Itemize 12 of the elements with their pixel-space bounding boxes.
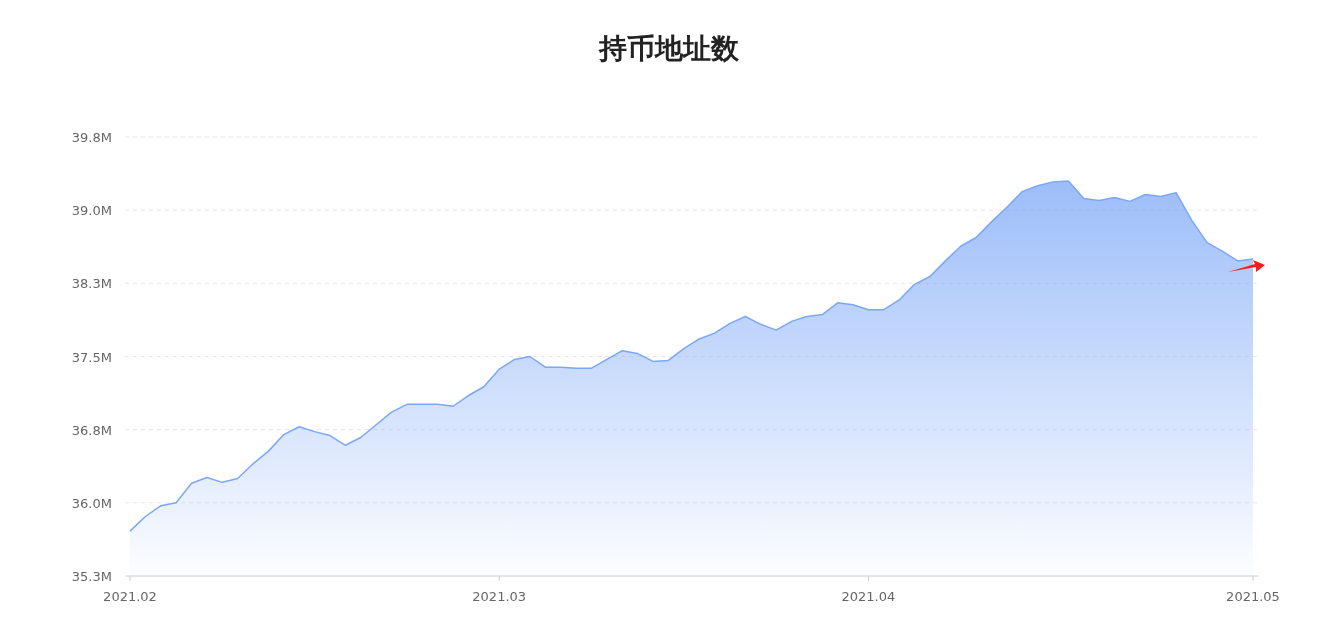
y-tick-label: 36.8M [71,422,112,438]
x-tick-label: 2021.05 [1226,589,1280,604]
y-tick-label: 35.3M [71,569,112,584]
chart-title: 持币地址数 [597,32,740,65]
y-tick-label: 39.8M [71,130,112,145]
y-tick-label: 37.5M [71,349,112,365]
x-tick-label: 2021.04 [841,589,896,604]
y-tick-label: 39.0M [71,203,112,219]
x-tick-label: 2021.03 [472,589,527,604]
y-tick-label: 36.0M [71,495,112,511]
y-tick-label: 38.3M [71,276,112,292]
x-tick-label: 2021.02 [103,589,157,604]
